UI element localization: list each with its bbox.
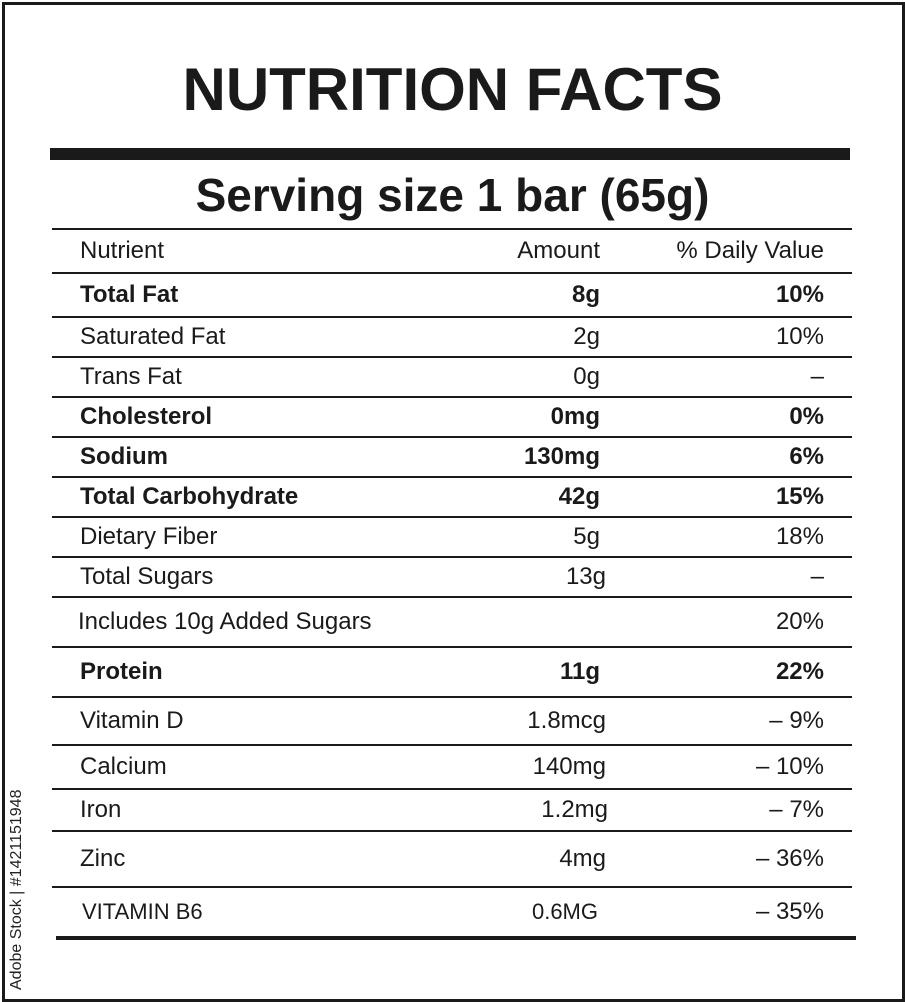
table-row: Saturated Fat 2g 10% [52, 318, 852, 356]
table-row: Cholesterol 0mg 0% [52, 398, 852, 436]
nutrient-daily-value: – 35% [755, 898, 824, 925]
nutrient-daily-value: 10% [775, 281, 824, 308]
nutrient-amount: 130mg [523, 443, 600, 470]
nutrient-amount: 5g [573, 523, 600, 550]
table-row: Calcium 140mg – 10% [52, 746, 852, 788]
stock-watermark: Adobe Stock | #1421151948 [8, 789, 25, 990]
divider [52, 556, 852, 558]
serving-size: Serving size 1 bar (65g) [195, 169, 710, 221]
nutrient-name: Total Carbohydrate [80, 483, 299, 510]
nutrient-name: Vitamin D [80, 707, 184, 734]
table-row: Zinc 4mg – 36% [52, 832, 852, 886]
nutrient-name: VITAMIN B6 [82, 899, 203, 924]
nutrient-amount: 2g [573, 323, 600, 350]
header-nutrient: Nutrient [80, 237, 165, 264]
divider [52, 272, 852, 274]
nutrient-daily-value: 20% [775, 608, 824, 635]
nutrient-daily-value: – [810, 563, 824, 590]
nutrient-amount: 140mg [532, 753, 606, 780]
table-row: Total Carbohydrate 42g 15% [52, 478, 852, 516]
nutrient-amount: 13g [565, 563, 606, 590]
header-daily-value: % Daily Value [676, 237, 824, 264]
divider [52, 646, 852, 648]
table-row: Dietary Fiber 5g 18% [52, 518, 852, 556]
nutrient-amount: 1.8mcg [527, 707, 606, 734]
nutrient-daily-value: 6% [789, 443, 824, 470]
nutrient-amount: 8g [571, 281, 600, 308]
nutrient-daily-value: 18% [775, 523, 824, 550]
header-amount: Amount [517, 237, 600, 264]
divider [52, 744, 852, 746]
nutrient-name: Dietary Fiber [80, 523, 218, 550]
nutrient-daily-value: – 7% [769, 796, 824, 823]
top-divider-bar [50, 148, 850, 160]
nutrient-amount: 0.6MG [531, 899, 598, 924]
table-row: Sodium 130mg 6% [52, 438, 852, 476]
table-row: Vitamin D 1.8mcg – 9% [52, 698, 852, 744]
nutrient-amount: 11g [559, 658, 600, 685]
divider [52, 356, 852, 358]
table-row: Total Sugars 13g – [52, 558, 852, 596]
nutrient-name: Total Sugars [80, 563, 214, 590]
nutrient-name: Total Fat [80, 281, 179, 308]
nutrient-daily-value: – 36% [755, 845, 824, 872]
nutrient-amount: 0mg [550, 403, 600, 430]
nutrient-name: Trans Fat [80, 363, 182, 390]
nutrient-name: Cholesterol [80, 403, 213, 430]
divider [52, 886, 852, 888]
table-row: VITAMIN B6 0.6MG – 35% [52, 888, 852, 936]
table-row: Includes 10g Added Sugars 20% [52, 598, 852, 646]
nutrient-name: Sodium [80, 443, 168, 470]
table-row: Protein 11g 22% [52, 648, 852, 696]
nutrient-daily-value: – [810, 363, 824, 390]
divider [52, 596, 852, 598]
nutrient-name: Calcium [80, 753, 167, 780]
nutrient-amount: 1.2mg [541, 796, 608, 823]
nutrient-daily-value: – 9% [769, 707, 824, 734]
nutrient-daily-value: 15% [775, 483, 824, 510]
divider [52, 396, 852, 398]
nutrient-daily-value: 10% [775, 323, 824, 350]
nutrient-amount: 42g [558, 483, 600, 510]
table-row: Iron 1.2mg – 7% [52, 790, 852, 830]
divider [52, 436, 852, 438]
label-title: NUTRITION FACTS [182, 56, 723, 123]
nutrient-name: Saturated Fat [80, 323, 226, 350]
nutrient-name: Protein [80, 658, 163, 685]
divider [52, 476, 852, 478]
nutrient-name: Includes 10g Added Sugars [78, 608, 372, 635]
divider [52, 228, 852, 230]
nutrient-amount: 4mg [559, 845, 606, 872]
divider [52, 830, 852, 832]
bottom-divider [56, 936, 856, 940]
divider [52, 516, 852, 518]
nutrient-name: Iron [80, 796, 122, 823]
nutrient-daily-value: – 10% [755, 753, 824, 780]
nutrient-name: Zinc [80, 845, 126, 872]
table-row: Trans Fat 0g – [52, 358, 852, 396]
header-row: Nutrient Amount % Daily Value [52, 230, 852, 272]
divider [52, 696, 852, 698]
divider [52, 316, 852, 318]
divider [52, 788, 852, 790]
nutrient-daily-value: 0% [789, 403, 824, 430]
nutrient-daily-value: 22% [775, 658, 824, 685]
table-row: Total Fat 8g 10% [52, 274, 852, 316]
nutrient-amount: 0g [573, 363, 600, 390]
